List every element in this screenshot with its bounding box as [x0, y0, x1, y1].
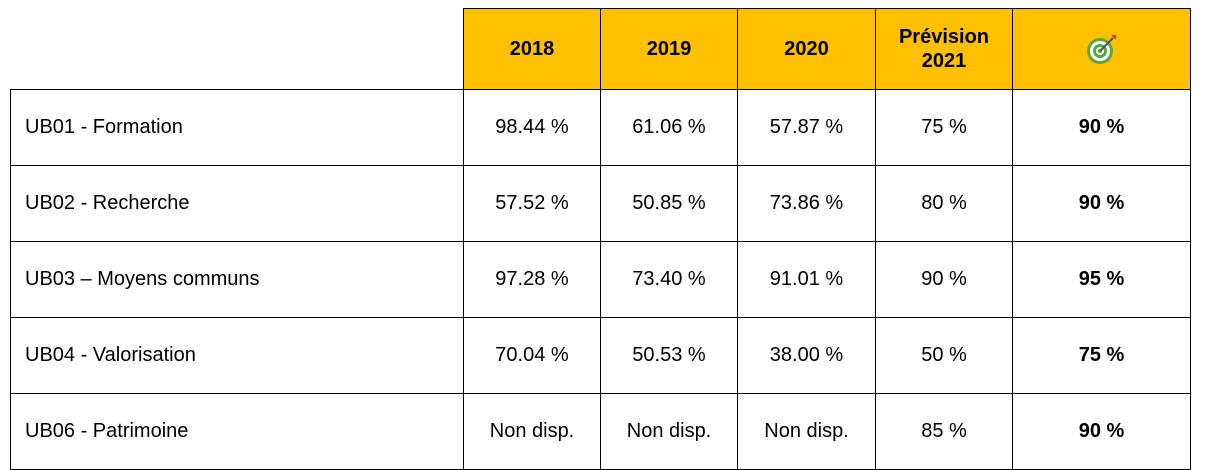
- value-cell: 50.85 %: [600, 165, 738, 242]
- table-row: UB02 - Recherche 57.52 % 50.85 % 73.86 % 80 …: [10, 165, 1191, 242]
- table-body: UB01 - Formation 98.44 % 61.06 % 57.87 % 75 …: [10, 89, 1191, 470]
- value-cell: 75 %: [875, 89, 1013, 166]
- value-cell: 73.40 %: [600, 241, 738, 318]
- header-row: 2018 2019 2020 Prévision 2021: [10, 8, 1191, 90]
- target-icon-cell: [1012, 8, 1191, 90]
- row-label: UB03 – Moyens communs: [10, 241, 464, 318]
- value-cell: 61.06 %: [600, 89, 738, 166]
- value-cell: 91.01 %: [737, 241, 876, 318]
- table-row: UB01 - Formation 98.44 % 61.06 % 57.87 % 75 …: [10, 89, 1191, 166]
- value-cell: 98.44 %: [463, 89, 601, 166]
- target-cell: 90 %: [1012, 89, 1191, 166]
- row-label: UB04 - Valorisation: [10, 317, 464, 394]
- value-cell: Non disp.: [600, 393, 738, 470]
- table-row: UB04 - Valorisation 70.04 % 50.53 % 38.00 %…: [10, 317, 1191, 394]
- data-table: 2018 2019 2020 Prévision 2021 UB01 - For…: [10, 8, 1191, 470]
- target-cell: 75 %: [1012, 317, 1191, 394]
- header-cell: Prévision 2021: [875, 8, 1013, 90]
- value-cell: 73.86 %: [737, 165, 876, 242]
- value-cell: 50.53 %: [600, 317, 738, 394]
- value-cell: 57.87 %: [737, 89, 876, 166]
- value-cell: 80 %: [875, 165, 1013, 242]
- value-cell: Non disp.: [463, 393, 601, 470]
- value-cell: 70.04 %: [463, 317, 601, 394]
- target-cell: 90 %: [1012, 393, 1191, 470]
- value-cell: 97.28 %: [463, 241, 601, 318]
- value-cell: 85 %: [875, 393, 1013, 470]
- header-cell: 2019: [600, 8, 738, 90]
- value-cell: 90 %: [875, 241, 1013, 318]
- header-cell: 2020: [737, 8, 876, 90]
- target-icon: [1086, 35, 1116, 64]
- value-cell: Non disp.: [737, 393, 876, 470]
- table-row: UB06 - Patrimoine Non disp. Non disp. Non d…: [10, 393, 1191, 470]
- header-text: Prévision 2021: [898, 26, 990, 72]
- row-label: UB06 - Patrimoine: [10, 393, 464, 470]
- target-cell: 95 %: [1012, 241, 1191, 318]
- table-row: UB03 – Moyens communs 97.28 % 73.40 % 91.01…: [10, 241, 1191, 318]
- value-cell: 57.52 %: [463, 165, 601, 242]
- row-label: UB01 - Formation: [10, 89, 464, 166]
- value-cell: 50 %: [875, 317, 1013, 394]
- blank-cell: [10, 8, 464, 90]
- target-cell: 90 %: [1012, 165, 1191, 242]
- row-label: UB02 - Recherche: [10, 165, 464, 242]
- header-cell: 2018: [463, 8, 601, 90]
- value-cell: 38.00 %: [737, 317, 876, 394]
